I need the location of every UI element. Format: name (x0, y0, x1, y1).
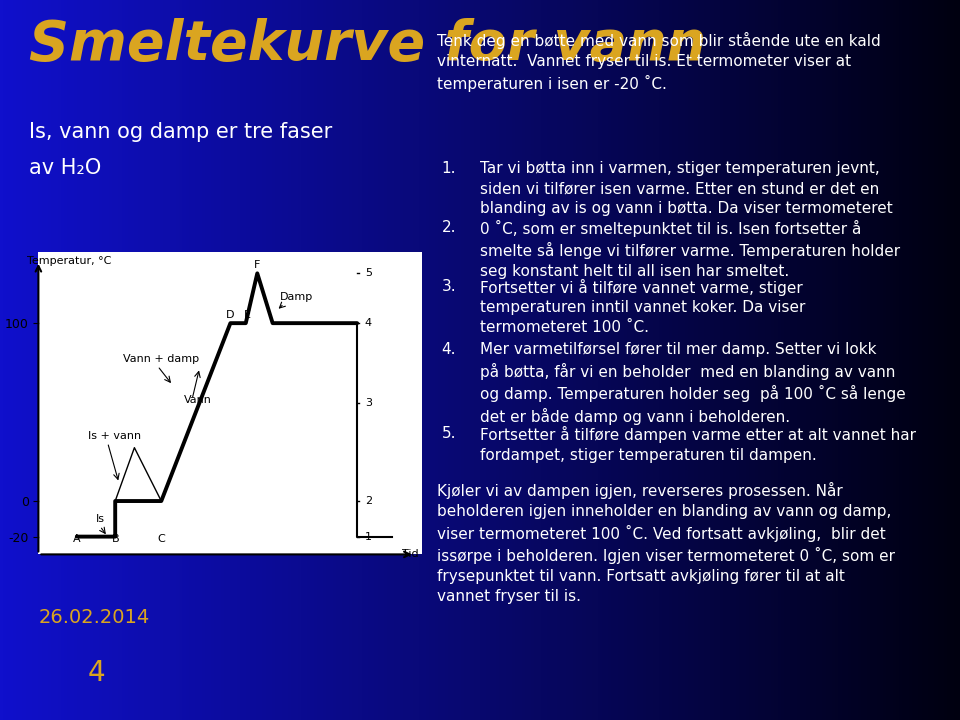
Text: Kjøler vi av dampen igjen, reverseres prosessen. Når
beholderen igjen inneholder: Kjøler vi av dampen igjen, reverseres pr… (437, 482, 895, 604)
Text: Tenk deg en bøtte med vann som blir stående ute en kald
vinternatt.  Vannet frys: Tenk deg en bøtte med vann som blir ståe… (437, 32, 880, 92)
Text: 26.02.2014: 26.02.2014 (38, 608, 150, 627)
Text: Vann: Vann (184, 395, 212, 405)
Text: Mer varmetilførsel fører til mer damp. Setter vi lokk
på bøtta, får vi en behold: Mer varmetilførsel fører til mer damp. S… (480, 342, 905, 425)
Text: Vann + damp: Vann + damp (123, 354, 199, 364)
Text: A: A (73, 534, 81, 544)
Text: Is, vann og damp er tre faser: Is, vann og damp er tre faser (29, 122, 332, 143)
Text: Is: Is (96, 514, 105, 524)
Text: 2.: 2. (442, 220, 456, 235)
Text: 5: 5 (365, 269, 372, 279)
Text: Tar vi bøtta inn i varmen, stiger temperaturen jevnt,
siden vi tilfører isen var: Tar vi bøtta inn i varmen, stiger temper… (480, 161, 893, 216)
Text: 5.: 5. (442, 426, 456, 441)
Text: D: D (227, 310, 234, 320)
Text: Damp: Damp (280, 292, 314, 302)
Text: 2: 2 (365, 496, 372, 506)
Text: C: C (157, 534, 165, 544)
Text: Fortsetter å tilføre dampen varme etter at alt vannet har
fordampet, stiger temp: Fortsetter å tilføre dampen varme etter … (480, 426, 916, 463)
Text: 1: 1 (365, 531, 372, 541)
Text: Smeltekurve for vann: Smeltekurve for vann (29, 18, 706, 72)
Text: Is + vann: Is + vann (88, 431, 141, 441)
Text: F: F (254, 260, 260, 270)
Text: Fortsetter vi å tilføre vannet varme, stiger
temperaturen inntil vannet koker. D: Fortsetter vi å tilføre vannet varme, st… (480, 279, 805, 336)
Text: 1.: 1. (442, 161, 456, 176)
Text: av H₂O: av H₂O (29, 158, 101, 179)
Text: B: B (111, 534, 119, 544)
Text: 4.: 4. (442, 342, 456, 357)
Text: Tid: Tid (402, 549, 419, 559)
Text: 4: 4 (365, 318, 372, 328)
Text: Temperatur, °C: Temperatur, °C (27, 256, 111, 266)
Text: 0 ˚C, som er smeltepunktet til is. Isen fortsetter å
smelte så lenge vi tilfører: 0 ˚C, som er smeltepunktet til is. Isen … (480, 220, 900, 279)
Text: E: E (244, 310, 252, 320)
Text: 3: 3 (365, 398, 372, 408)
Text: 4: 4 (87, 659, 105, 687)
Text: 3.: 3. (442, 279, 456, 294)
